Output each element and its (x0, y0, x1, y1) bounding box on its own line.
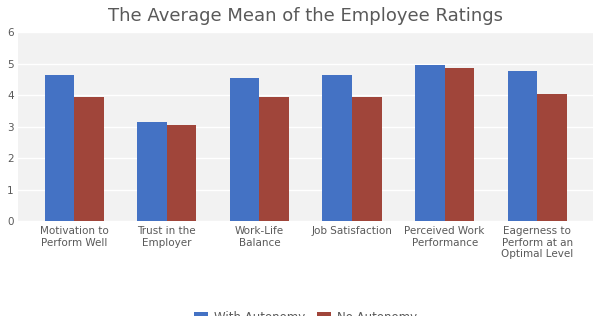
Bar (508, 71, 537, 221)
Bar (74, 97, 104, 221)
Bar (322, 75, 352, 221)
Bar (352, 97, 382, 221)
Bar (137, 122, 167, 221)
Bar (44, 75, 74, 221)
Title: The Average Mean of the Employee Ratings: The Average Mean of the Employee Ratings (108, 7, 503, 25)
Bar (537, 94, 567, 221)
Legend: With Autonomy, No Autonomy: With Autonomy, No Autonomy (190, 307, 422, 316)
Bar (415, 65, 445, 221)
Bar (167, 125, 196, 221)
Bar (445, 68, 475, 221)
Bar (259, 97, 289, 221)
Bar (230, 78, 259, 221)
